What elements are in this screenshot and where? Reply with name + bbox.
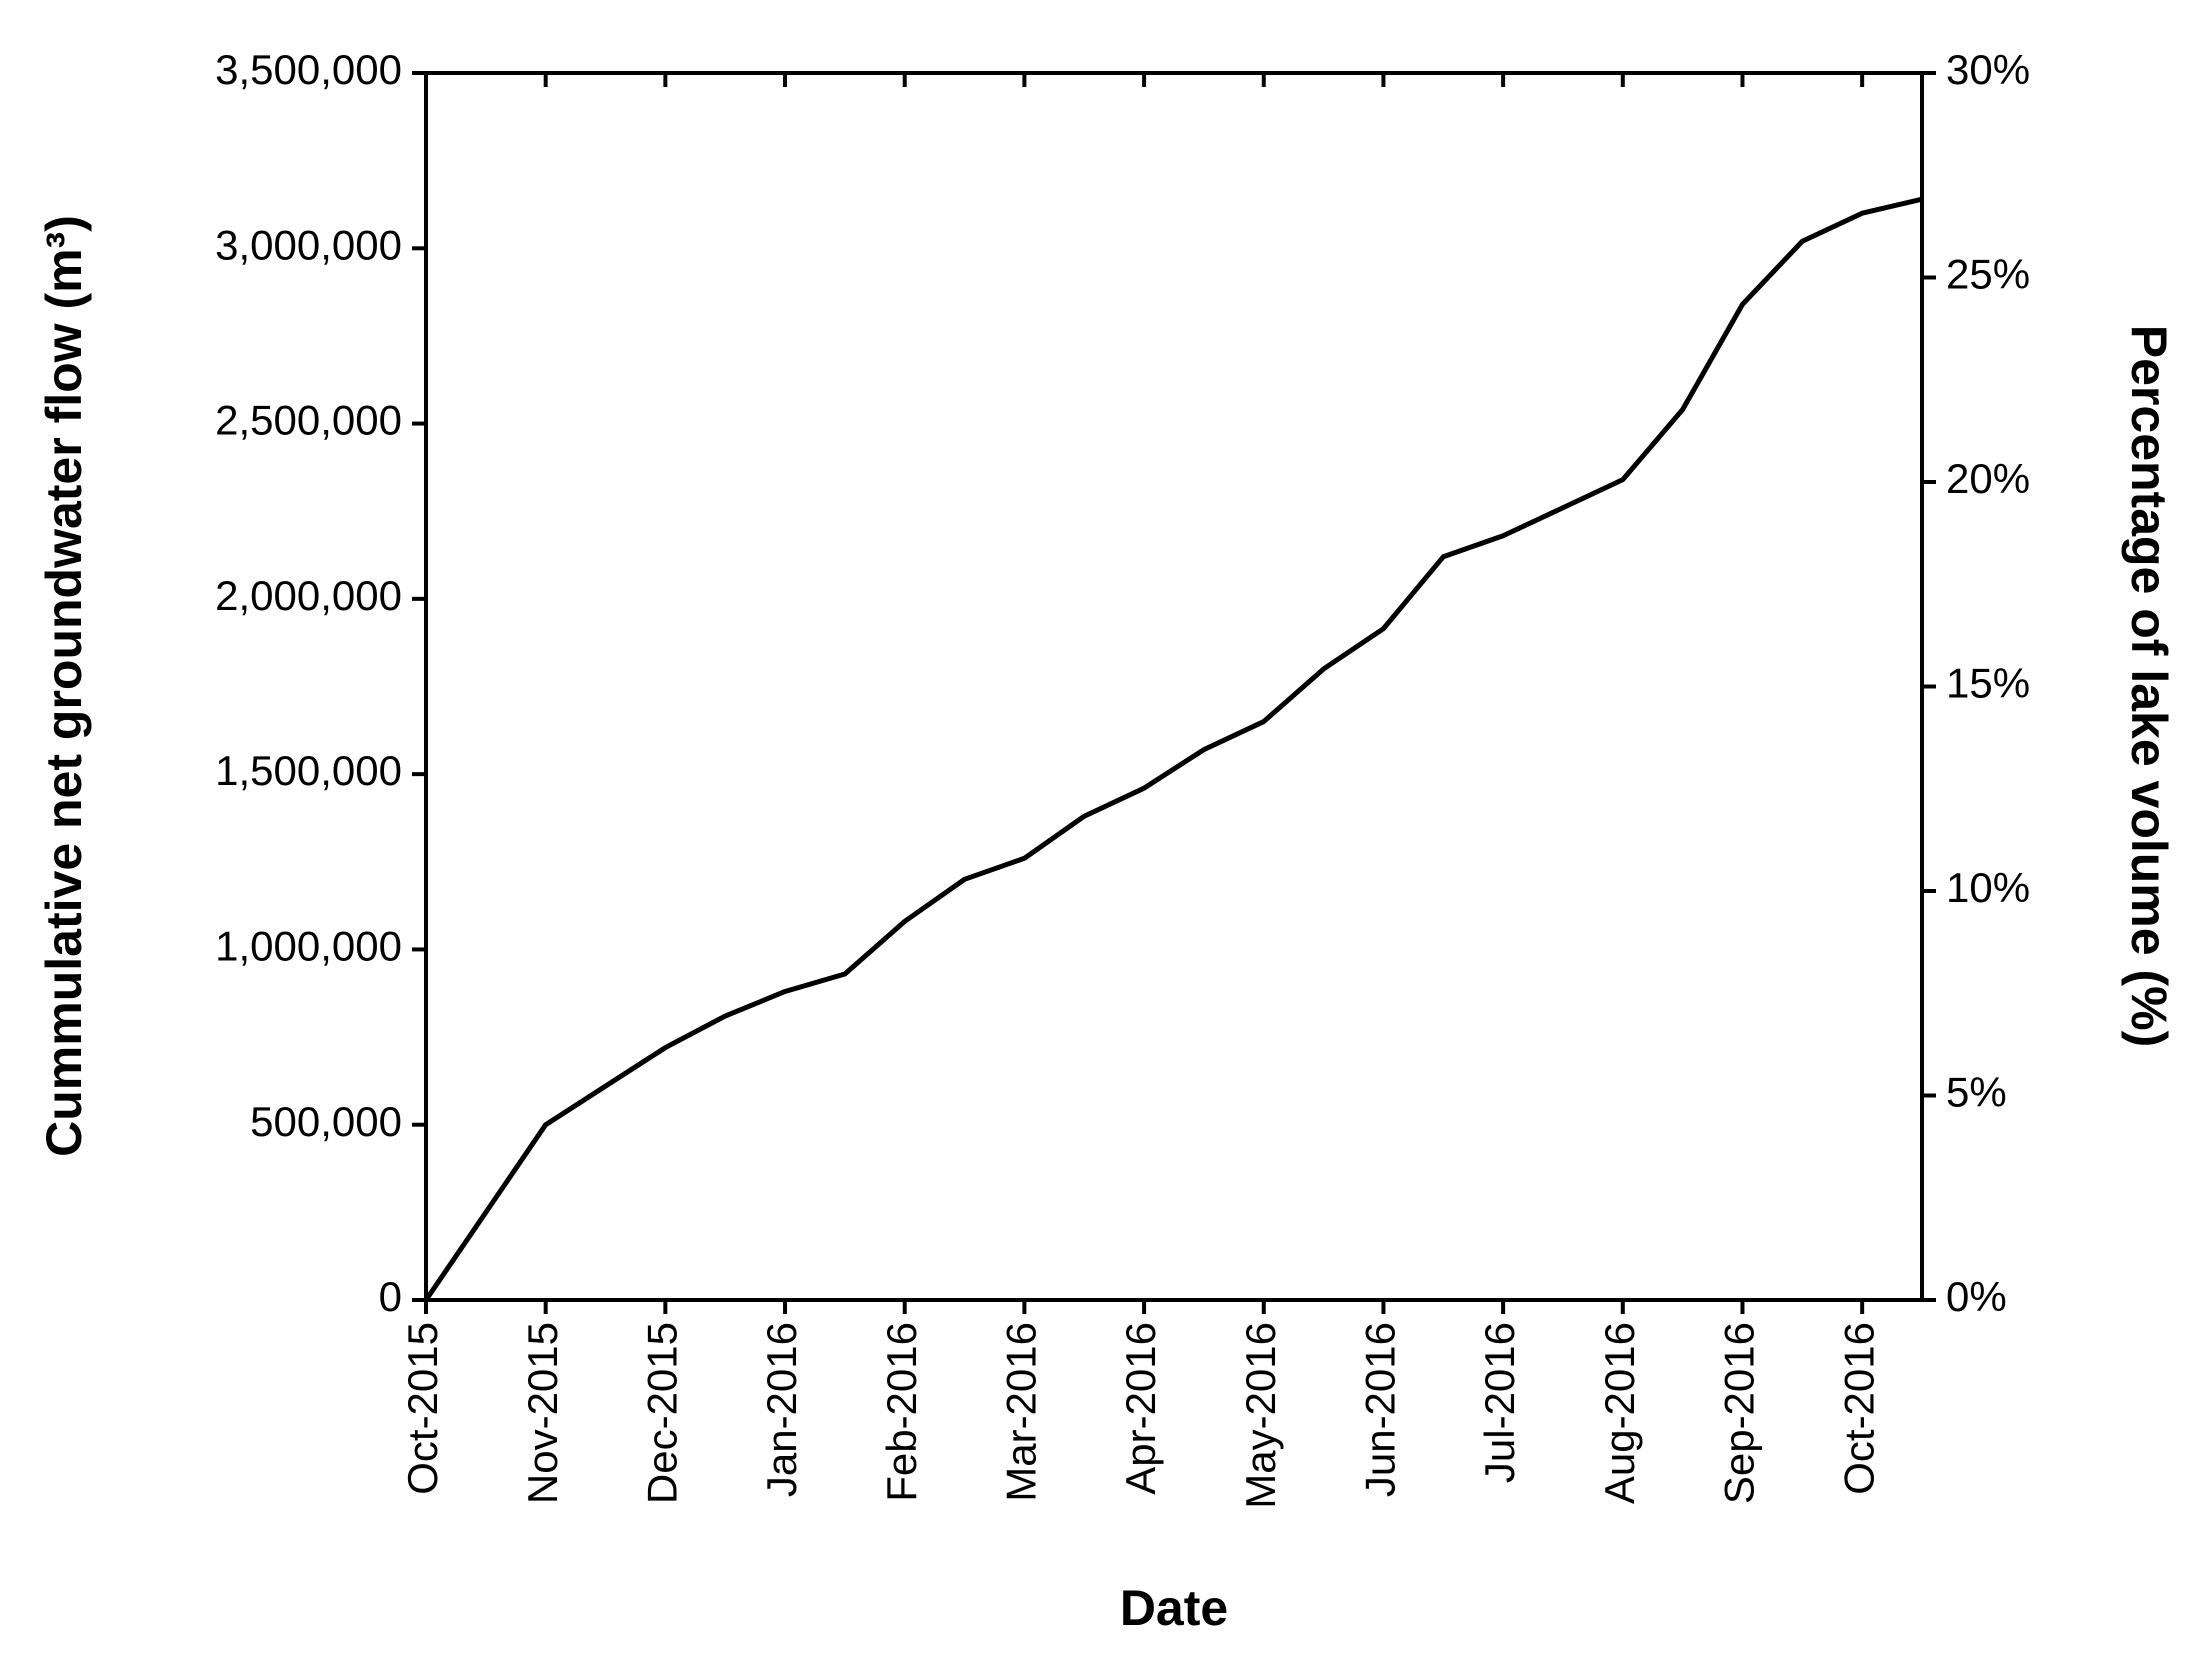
y-tick-label: 1,000,000 <box>215 923 402 970</box>
x-tick-label: Dec-2015 <box>638 1322 685 1504</box>
y2-tick-label: 20% <box>1946 455 2030 502</box>
x-tick-label: Sep-2016 <box>1716 1322 1763 1504</box>
y2-axis-title: Percentage of lake volume (%) <box>2121 325 2177 1047</box>
x-tick-label: Nov-2015 <box>519 1322 566 1504</box>
x-tick-label: May-2016 <box>1237 1322 1284 1509</box>
y2-tick-label: 0% <box>1946 1273 2007 1320</box>
x-tick-label: Feb-2016 <box>878 1322 925 1502</box>
plot-frame <box>424 71 1924 1302</box>
x-tick-label: Jun-2016 <box>1357 1322 1404 1497</box>
y-tick-label: 2,500,000 <box>215 397 402 444</box>
y2-tick-label: 25% <box>1946 251 2030 298</box>
x-tick-label: Apr-2016 <box>1117 1322 1164 1495</box>
y-tick-label: 1,500,000 <box>215 747 402 794</box>
y2-tick-label: 10% <box>1946 864 2030 911</box>
x-tick-label: Jul-2016 <box>1476 1322 1523 1483</box>
x-tick-label: Aug-2016 <box>1596 1322 1643 1504</box>
data-line <box>423 196 1923 1302</box>
y-tick-label: 2,000,000 <box>215 572 402 619</box>
y2-tick-label: 30% <box>1946 46 2030 93</box>
y-tick-label: 3,000,000 <box>215 221 402 268</box>
y-tick-label: 3,500,000 <box>215 46 402 93</box>
y-tick-label: 0 <box>379 1273 402 1320</box>
x-axis-title: Date <box>1120 1580 1228 1636</box>
x-tick-label: Mar-2016 <box>997 1322 1044 1502</box>
x-tick-label: Oct-2015 <box>399 1322 446 1495</box>
y-tick-label: 500,000 <box>250 1098 402 1145</box>
x-tick-label: Jan-2016 <box>758 1322 805 1497</box>
y2-tick-label: 15% <box>1946 660 2030 707</box>
y2-tick-label: 5% <box>1946 1069 2007 1116</box>
y-axis-title: Cummulative net groundwater flow (m³) <box>36 215 92 1157</box>
x-tick-label: Oct-2016 <box>1835 1322 1882 1495</box>
